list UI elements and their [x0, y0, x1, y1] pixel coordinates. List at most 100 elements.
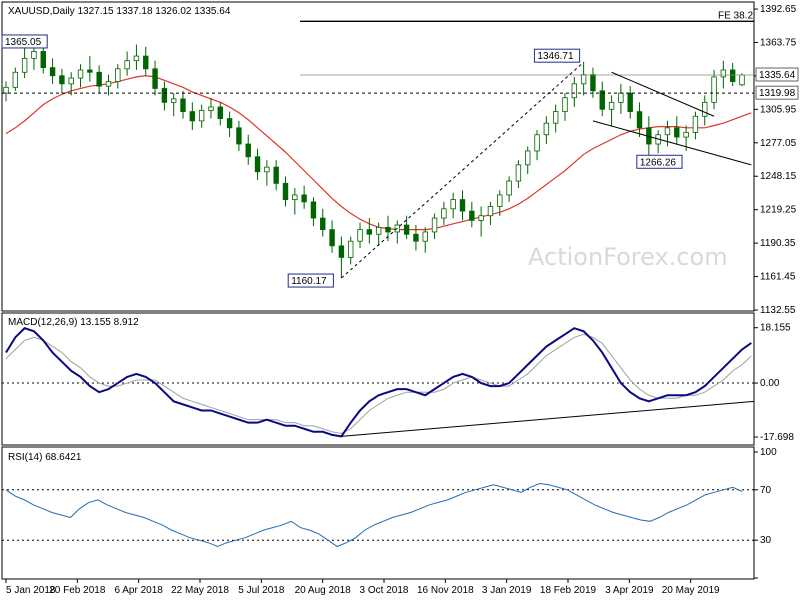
macd-signal: [5, 333, 752, 434]
candle-body: [245, 143, 251, 158]
x-tick-label: 20 Feb 2018: [49, 585, 106, 596]
candle: [292, 187, 298, 215]
candle-body: [40, 51, 46, 69]
candle-body: [431, 217, 438, 233]
label-low-box: [287, 273, 334, 288]
candle-body: [543, 122, 550, 136]
label-trough-box: [636, 154, 683, 169]
candle: [702, 95, 708, 126]
x-tick-label: 16 Nov 2018: [417, 585, 474, 596]
candle: [3, 81, 9, 102]
candle: [580, 62, 587, 96]
rsi-tick-label: 30: [760, 535, 772, 546]
candle: [105, 74, 112, 96]
price-tick-label: 1190.35: [760, 238, 796, 249]
candle: [301, 185, 307, 209]
candle: [459, 190, 466, 221]
rsi-panel-frame: [1, 446, 755, 580]
candle: [478, 206, 484, 237]
macd-main: [5, 327, 752, 438]
x-tick-label: 5 Jan 2018: [6, 585, 56, 596]
candle: [208, 97, 214, 119]
candle: [329, 220, 335, 253]
rsi-label: RSI(14) 68.6421: [8, 452, 82, 463]
close-value-box: [755, 67, 799, 82]
candle-body: [599, 90, 605, 110]
candle-body: [478, 215, 484, 221]
candle: [12, 67, 19, 91]
candle: [338, 236, 345, 279]
candle-body: [348, 240, 354, 258]
candle: [403, 215, 410, 239]
candle-body: [534, 134, 540, 152]
candle-body: [77, 69, 84, 79]
candle: [115, 64, 121, 89]
candle-body: [208, 106, 214, 111]
candle: [571, 76, 578, 107]
candle: [599, 81, 605, 117]
candle: [180, 90, 186, 119]
candle-body: [403, 224, 410, 235]
candle: [366, 218, 373, 244]
price-tick-label: 1305.95: [760, 104, 797, 115]
label-prev-high: 1365.05: [5, 37, 42, 48]
candle-body: [21, 57, 28, 73]
support-value: 1319.98: [759, 88, 796, 99]
label-trough: 1266.26: [640, 157, 677, 168]
channel-upper: [611, 71, 715, 117]
macd-tick-label: 18.155: [760, 323, 791, 334]
candle: [189, 102, 196, 131]
candle-body: [273, 166, 279, 184]
candle: [68, 72, 74, 96]
candle-body: [115, 68, 121, 82]
candle-body: [515, 164, 522, 182]
candle: [198, 104, 205, 128]
candle-body: [357, 229, 363, 242]
candle: [87, 56, 93, 82]
candle: [450, 192, 456, 219]
x-tick-label: 20 May 2019: [662, 585, 720, 596]
candle: [40, 44, 46, 74]
candle-body: [180, 98, 186, 113]
candle-body: [12, 71, 19, 88]
candle: [152, 60, 158, 96]
candle-body: [618, 92, 624, 103]
candle-body: [310, 201, 317, 219]
rsi-axis: 100 70 30: [2, 447, 777, 579]
candle-body: [366, 229, 373, 235]
candle-body: [133, 55, 140, 62]
x-tick-label: 20 Aug 2018: [295, 585, 352, 596]
candle-body: [152, 68, 158, 89]
candle-body: [711, 76, 717, 103]
candle-body: [236, 127, 242, 145]
macd-tick-label: 0.00: [760, 378, 780, 389]
candle: [497, 190, 503, 216]
candle: [534, 130, 540, 161]
candle-body: [31, 51, 37, 59]
price-tick-label: 1161.45: [760, 272, 796, 283]
candle-body: [264, 166, 270, 173]
candle-body: [459, 199, 466, 212]
candle: [264, 160, 270, 186]
candle-body: [49, 67, 56, 77]
candle: [692, 111, 699, 140]
watermark: ActionForex.com: [528, 243, 728, 271]
candle: [49, 58, 56, 84]
candle: [441, 201, 447, 226]
candle: [422, 227, 428, 253]
candle: [236, 120, 242, 151]
macd-trendline: [341, 400, 755, 437]
x-tick-label: 6 Apr 2018: [114, 585, 163, 596]
candle: [357, 222, 363, 249]
candle: [375, 222, 382, 246]
candle-body: [664, 127, 671, 136]
close-value: 1335.64: [759, 70, 796, 81]
candle-body: [469, 210, 475, 221]
candle-body: [674, 127, 680, 138]
price-tick-label: 1219.25: [760, 205, 797, 216]
candle: [320, 208, 326, 237]
candle-body: [683, 132, 689, 138]
candle: [273, 160, 279, 191]
price-tick-label: 1363.75: [760, 37, 797, 48]
candle-body: [217, 106, 223, 119]
